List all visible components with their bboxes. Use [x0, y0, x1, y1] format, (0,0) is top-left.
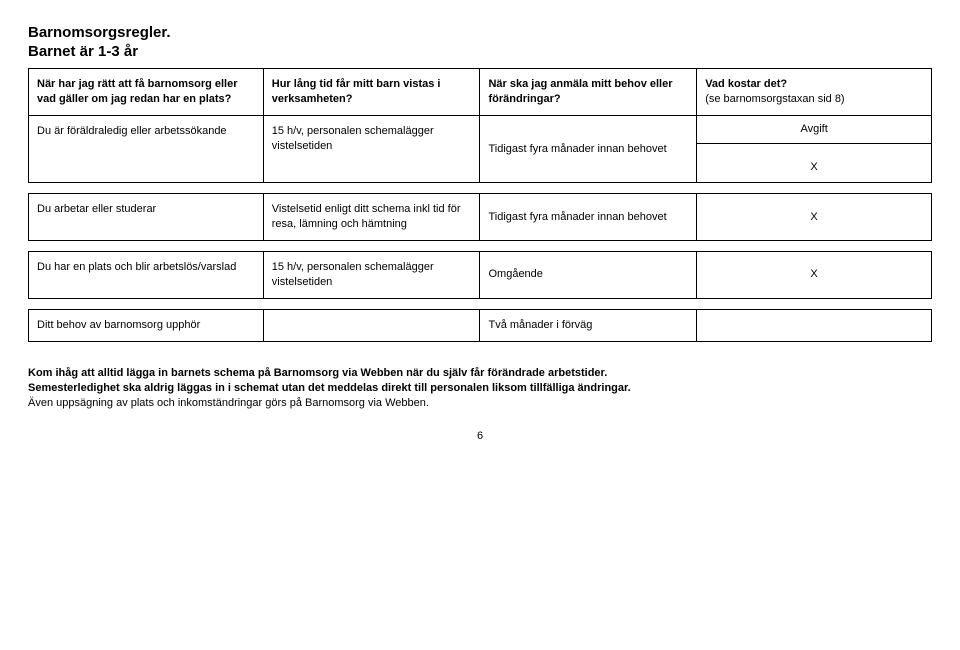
- header-c3: När ska jag anmäla mitt behov eller förä…: [480, 69, 697, 116]
- cell-when: Två månader i förväg: [480, 309, 697, 341]
- rules-table: När har jag rätt att få barnomsorg eller…: [28, 68, 932, 183]
- cell-hours: [263, 309, 480, 341]
- cell-cost: X: [697, 252, 932, 299]
- cell-situation: Du arbetar eller studerar: [29, 194, 264, 241]
- footer-note: Kom ihåg att alltid lägga in barnets sch…: [28, 366, 932, 412]
- footer-line3: Även uppsägning av plats och inkomständr…: [28, 397, 429, 409]
- header-c4: Vad kostar det? (se barnomsorgstaxan sid…: [697, 69, 932, 116]
- cell-hours: 15 h/v, personalen schemalägger vistelse…: [263, 252, 480, 299]
- avgift-label: Avgift: [697, 116, 931, 144]
- rules-table: Du har en plats och blir arbetslös/varsl…: [28, 251, 932, 299]
- cell-cost-split: Avgift X: [697, 115, 932, 183]
- cell-when: Tidigast fyra månader innan behovet: [480, 115, 697, 183]
- header-c4-small: (se barnomsorgstaxan sid 8): [705, 92, 923, 107]
- cell-hours: Vistelsetid enligt ditt schema inkl tid …: [263, 194, 480, 241]
- cell-situation: Du är föräldraledig eller arbetssökande: [29, 115, 264, 183]
- page-title: Barnomsorgsregler.: [28, 24, 932, 41]
- table-row: Du är föräldraledig eller arbetssökande …: [29, 115, 932, 183]
- footer-line2: Semesterledighet ska aldrig läggas in i …: [28, 382, 631, 394]
- cell-situation: Du har en plats och blir arbetslös/varsl…: [29, 252, 264, 299]
- header-c1: När har jag rätt att få barnomsorg eller…: [29, 69, 264, 116]
- avgift-value: X: [697, 144, 931, 183]
- table-row: Ditt behov av barnomsorg upphör Två måna…: [29, 309, 932, 341]
- cell-cost: X: [697, 194, 932, 241]
- cell-situation: Ditt behov av barnomsorg upphör: [29, 309, 264, 341]
- cell-when: Tidigast fyra månader innan behovet: [480, 194, 697, 241]
- footer-line1: Kom ihåg att alltid lägga in barnets sch…: [28, 367, 607, 379]
- header-c2: Hur lång tid får mitt barn vistas i verk…: [263, 69, 480, 116]
- cell-hours: 15 h/v, personalen schemalägger vistelse…: [263, 115, 480, 183]
- header-c4-main: Vad kostar det?: [705, 78, 787, 90]
- cell-cost: [697, 309, 932, 341]
- page-subtitle: Barnet är 1-3 år: [28, 43, 932, 60]
- rules-table: Du arbetar eller studerar Vistelsetid en…: [28, 193, 932, 241]
- table-row: Du arbetar eller studerar Vistelsetid en…: [29, 194, 932, 241]
- cell-when: Omgående: [480, 252, 697, 299]
- page-number: 6: [28, 430, 932, 442]
- table-row: Du har en plats och blir arbetslös/varsl…: [29, 252, 932, 299]
- rules-table: Ditt behov av barnomsorg upphör Två måna…: [28, 309, 932, 342]
- table-header-row: När har jag rätt att få barnomsorg eller…: [29, 69, 932, 116]
